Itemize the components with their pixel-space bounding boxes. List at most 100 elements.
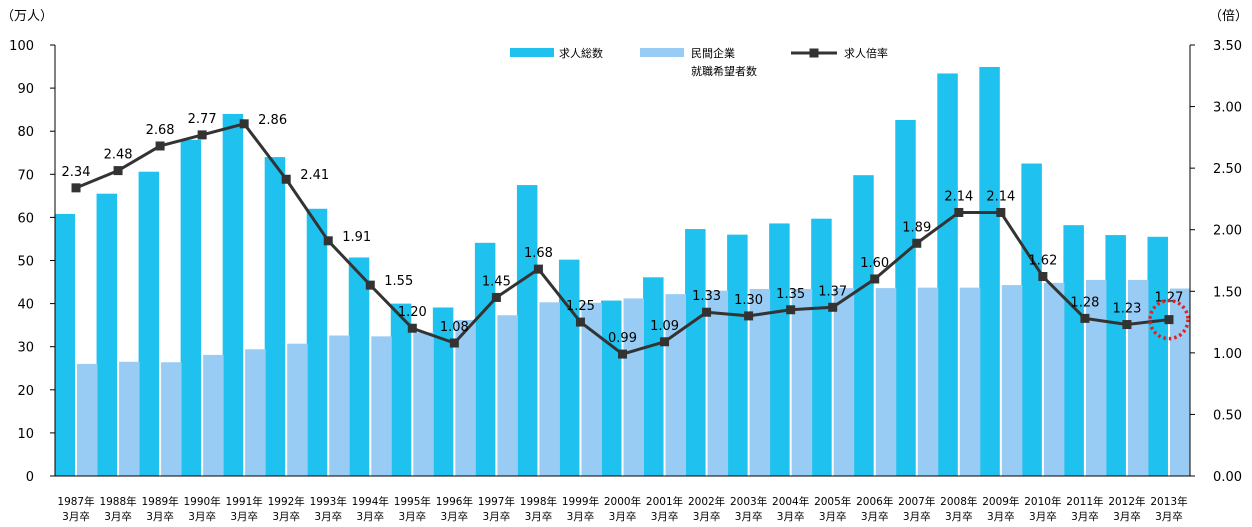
x-tick-label-month: 3月卒 xyxy=(188,510,216,523)
ratio-marker xyxy=(533,264,543,274)
x-tick-label-year: 2009年 xyxy=(982,495,1019,508)
bar-layer xyxy=(54,66,1191,477)
left-tick-label: 40 xyxy=(17,298,34,313)
bar-job-seekers xyxy=(1043,282,1065,476)
ratio-marker xyxy=(660,337,670,347)
legend-swatch-job-seekers xyxy=(640,48,684,57)
x-tick-label-month: 3月卒 xyxy=(272,510,300,523)
right-tick-label: 1.00 xyxy=(1213,347,1242,362)
bar-job-seekers xyxy=(581,302,602,476)
ratio-marker xyxy=(1122,320,1132,330)
x-tick-label-year: 1996年 xyxy=(436,495,473,508)
bar-job-seekers xyxy=(623,298,644,476)
bar-total-offers xyxy=(1105,235,1126,476)
bar-job-seekers xyxy=(875,288,897,476)
x-tick-label-month: 3月卒 xyxy=(146,510,174,523)
ratio-data-label: 2.41 xyxy=(300,168,329,183)
ratio-marker xyxy=(996,207,1006,217)
bar-total-offers xyxy=(474,242,496,476)
bar-job-seekers xyxy=(497,315,518,476)
bar-job-seekers xyxy=(161,362,182,476)
x-tick-label-year: 2006年 xyxy=(856,495,893,508)
bar-total-offers xyxy=(348,257,370,476)
bar-total-offers xyxy=(685,229,706,476)
bar-total-offers xyxy=(180,139,202,476)
bar-total-offers xyxy=(895,119,916,477)
bar-total-offers xyxy=(96,193,118,476)
bar-job-seekers xyxy=(707,290,729,476)
bar-total-offers xyxy=(1021,163,1042,476)
x-tick-label-month: 3月卒 xyxy=(525,510,553,523)
legend-swatch-total-offers xyxy=(510,48,554,57)
left-tick-label: 80 xyxy=(17,125,34,140)
bar-total-offers xyxy=(558,259,580,476)
line-layer xyxy=(71,119,1174,359)
ratio-data-label: 1.28 xyxy=(1070,295,1099,310)
ratio-marker xyxy=(365,280,375,290)
bar-total-offers xyxy=(222,113,244,477)
ratio-data-label: 1.68 xyxy=(524,246,553,261)
x-tick-label-month: 3月卒 xyxy=(903,510,931,523)
x-tick-label-year: 2004年 xyxy=(772,495,809,508)
ratio-data-label: 1.23 xyxy=(1112,302,1141,317)
bar-job-seekers xyxy=(329,335,350,476)
ratio-marker xyxy=(1038,272,1048,282)
ratio-data-label: 1.91 xyxy=(342,230,371,245)
x-tick-label-year: 2001年 xyxy=(646,495,683,508)
x-tick-label-year: 1999年 xyxy=(562,495,599,508)
bar-total-offers xyxy=(516,185,538,476)
x-tick-label-year: 1998年 xyxy=(520,495,557,508)
bar-total-offers xyxy=(264,157,286,476)
left-tick-label: 30 xyxy=(17,341,34,356)
left-tick-label: 90 xyxy=(17,82,34,97)
bar-job-seekers xyxy=(455,319,476,476)
x-tick-label-year: 1997年 xyxy=(478,495,515,508)
ratio-data-label: 1.30 xyxy=(734,293,763,308)
bar-total-offers xyxy=(853,175,874,476)
x-tick-label-month: 3月卒 xyxy=(777,510,805,523)
ratio-marker xyxy=(870,274,880,284)
bar-total-offers xyxy=(306,208,328,476)
ratio-data-label: 2.14 xyxy=(986,189,1015,204)
legend-label-total-offers: 求人総数 xyxy=(559,46,603,60)
x-tick-label-month: 3月卒 xyxy=(651,510,679,523)
ratio-marker xyxy=(155,141,165,151)
x-tick-label-year: 1988年 xyxy=(99,495,136,508)
bar-job-seekers xyxy=(1085,279,1107,476)
x-tick-label-year: 2005年 xyxy=(814,495,851,508)
bar-job-seekers xyxy=(749,288,771,476)
legend-label-job-seekers-line2: 就職希望者数 xyxy=(691,64,757,78)
x-tick-label-year: 2007年 xyxy=(898,495,935,508)
ratio-data-label: 1.27 xyxy=(1155,291,1184,306)
legend-marker-ratio xyxy=(809,48,819,58)
x-tick-label-month: 3月卒 xyxy=(1071,510,1099,523)
bar-job-seekers xyxy=(203,354,224,476)
right-tick-label: 0.00 xyxy=(1213,470,1242,485)
ratio-marker xyxy=(407,323,417,333)
right-tick-label: 0.50 xyxy=(1213,408,1242,423)
x-tick-label-year: 1994年 xyxy=(352,495,389,508)
bar-total-offers xyxy=(769,223,790,476)
x-tick-label-year: 1991年 xyxy=(226,495,263,508)
x-tick-label-year: 2013年 xyxy=(1150,495,1187,508)
x-tick-label-month: 3月卒 xyxy=(62,510,90,523)
bar-job-seekers xyxy=(917,287,939,476)
x-tick-label-year: 2010年 xyxy=(1024,495,1061,508)
ratio-marker xyxy=(71,183,81,193)
bar-total-offers xyxy=(1147,236,1168,476)
ratio-data-label: 2.77 xyxy=(188,112,217,127)
ratio-data-label: 1.25 xyxy=(566,299,595,314)
axes-layer: 0 10 20 30 40 50 60 70 80 90 100 0.00 0.50 1.00 1.50 2.… xyxy=(1,9,1248,523)
left-tick-label: 10 xyxy=(17,427,34,442)
bar-job-seekers xyxy=(245,349,266,476)
x-tick-label-year: 2000年 xyxy=(604,495,641,508)
left-tick-label: 100 xyxy=(9,39,34,54)
ratio-marker xyxy=(912,238,922,248)
bar-job-seekers xyxy=(413,332,434,476)
left-tick-label: 50 xyxy=(17,255,34,270)
ratio-data-label: 1.62 xyxy=(1028,254,1057,269)
ratio-marker xyxy=(702,307,712,317)
right-tick-label: 2.00 xyxy=(1213,224,1242,239)
x-tick-label-year: 2002年 xyxy=(688,495,725,508)
ratio-data-label: 2.48 xyxy=(104,148,133,163)
